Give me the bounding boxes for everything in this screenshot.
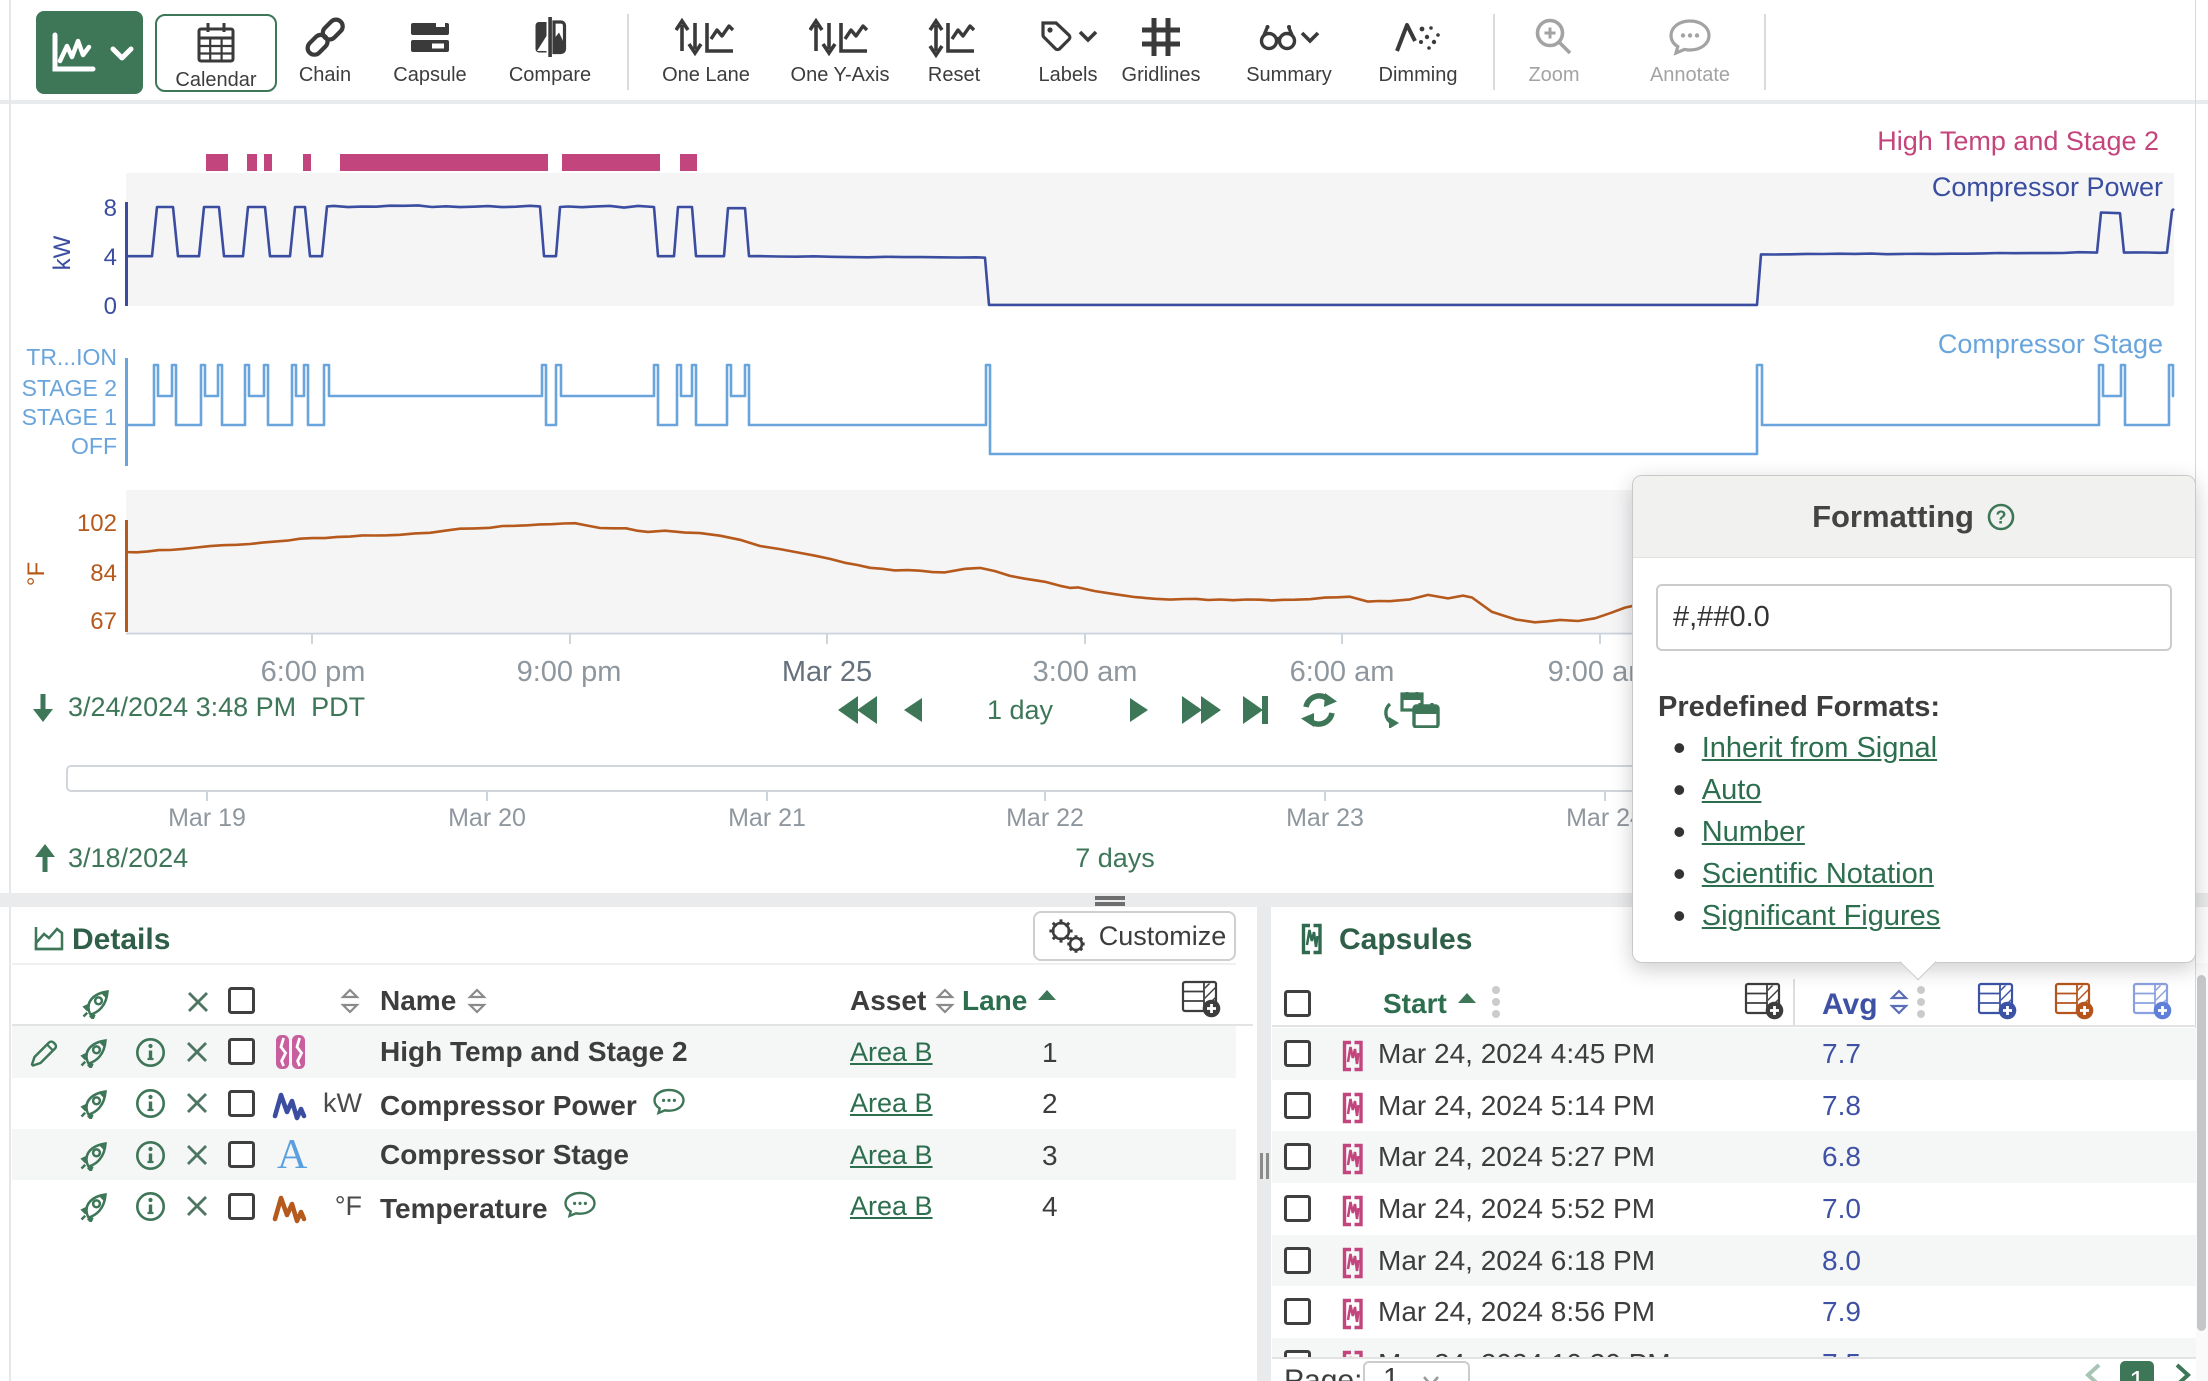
svg-text:°F: °F [23,562,50,586]
svg-text:4: 4 [104,244,117,271]
svg-text:kW: kW [49,235,76,270]
svg-text:Mar 20: Mar 20 [448,804,526,832]
svg-text:Compressor Stage: Compressor Stage [1938,329,2163,359]
svg-text:Mar 21: Mar 21 [728,804,806,832]
svg-text:OFF: OFF [71,433,117,459]
svg-text:STAGE 2: STAGE 2 [22,375,117,401]
svg-text:?: ? [1995,507,2006,527]
svg-text:6:00 am: 6:00 am [1290,656,1395,688]
svg-text:Mar 25: Mar 25 [782,656,872,688]
svg-text:High Temp and Stage 2: High Temp and Stage 2 [1877,126,2159,156]
svg-text:TR...ION: TR...ION [26,344,117,370]
svg-text:6:00 pm: 6:00 pm [261,656,366,688]
svg-text:102: 102 [77,510,117,537]
svg-text:67: 67 [90,608,117,635]
svg-text:84: 84 [90,560,117,587]
svg-text:Mar 22: Mar 22 [1006,804,1084,832]
svg-text:3:00 am: 3:00 am [1033,656,1138,688]
svg-text:Compressor Power: Compressor Power [1932,172,2163,202]
svg-text:1 day: 1 day [987,695,1054,725]
svg-text:0: 0 [104,293,117,320]
svg-text:9:00 pm: 9:00 pm [517,656,622,688]
svg-text:Mar 23: Mar 23 [1286,804,1364,832]
svg-text:8: 8 [104,195,117,222]
svg-text:Mar 19: Mar 19 [168,804,246,832]
svg-text:STAGE 1: STAGE 1 [22,404,117,430]
svg-text:Mar 24: Mar 24 [1566,804,1644,832]
